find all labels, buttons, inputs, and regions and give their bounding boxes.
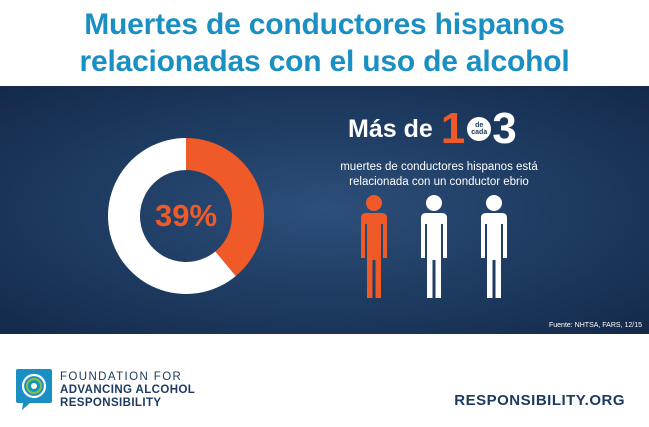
donut-slice-0 — [186, 138, 264, 277]
person-icon-3 — [481, 195, 507, 298]
description-line-2: relacionada con un conductor ebrio — [349, 176, 529, 188]
title-line-1: Muertes de conductores hispanos — [84, 8, 565, 41]
person-icon-1 — [361, 195, 387, 298]
website-link[interactable]: RESPONSIBILITY.ORG — [454, 392, 625, 409]
page-title: Muertes de conductores hispanos relacion… — [0, 6, 649, 80]
donut-chart — [108, 138, 264, 294]
source-note: Fuente: NHTSA, FARS, 12/15 — [549, 322, 642, 329]
org-line-3: RESPONSIBILITY — [60, 397, 162, 409]
org-line-2: ADVANCING ALCOHOL — [60, 384, 196, 396]
headline: Más de 1 de cada 3 — [348, 104, 517, 154]
foundation-logo-icon — [16, 369, 52, 410]
headline-numerator: 1 — [440, 104, 466, 153]
badge-line-2: cada — [471, 129, 488, 136]
description-line-1: muertes de conductores hispanos está — [340, 161, 538, 173]
headline-prefix: Más de — [348, 114, 433, 143]
badge-line-1: de — [475, 122, 484, 129]
foundation-name: FOUNDATION FOR ADVANCING ALCOHOL RESPONS… — [60, 371, 195, 409]
people-icons — [361, 195, 507, 298]
donut-slice-1 — [108, 138, 236, 294]
org-line-1: FOUNDATION FOR — [60, 371, 183, 383]
de-cada-badge: de cada — [467, 117, 492, 141]
headline-denominator: 3 — [492, 104, 517, 153]
infographic-panel: 39% Más de 1 de cada 3 muertes de conduc… — [0, 86, 649, 334]
person-icon-2 — [421, 195, 447, 298]
description: muertes de conductores hispanos está rel… — [318, 160, 560, 190]
donut-center-label: 39% — [154, 198, 218, 233]
title-line-2: relacionadas con el uso de alcohol — [79, 45, 570, 78]
